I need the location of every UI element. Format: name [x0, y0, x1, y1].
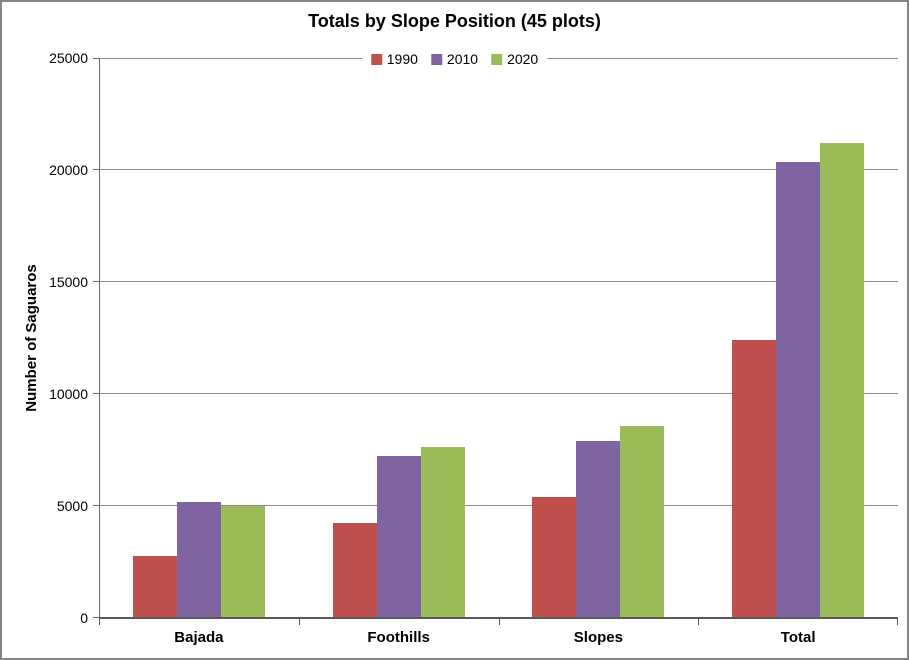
y-tick-mark	[93, 617, 99, 618]
legend-label: 1990	[386, 51, 418, 67]
gridline	[99, 505, 898, 506]
y-tick-mark	[93, 281, 99, 282]
legend-label: 2010	[446, 51, 479, 67]
bar-2010-slopes	[576, 441, 621, 618]
legend-item-2020: 2020	[491, 50, 538, 68]
y-tick-mark	[93, 393, 99, 394]
x-tick-mark	[299, 619, 300, 625]
x-axis-line	[99, 617, 898, 619]
y-tick-label: 10000	[49, 386, 88, 402]
x-category-label-slopes: Slopes	[573, 629, 623, 646]
bar-2020-bajada	[220, 506, 265, 618]
gridline	[99, 393, 898, 394]
bar-2010-total	[776, 162, 821, 618]
legend-swatch-icon	[370, 53, 382, 65]
legend-swatch-icon	[430, 53, 442, 65]
legend-item-2010: 2010	[430, 50, 479, 68]
y-axis-line	[99, 58, 100, 618]
bar-2020-slopes	[620, 426, 665, 618]
x-category-label-foothills: Foothills	[367, 629, 430, 646]
x-category-label-total: Total	[780, 629, 816, 646]
bar-1990-foothills	[332, 522, 377, 618]
y-tick-label: 5000	[56, 498, 88, 514]
y-tick-label: 25000	[49, 50, 88, 66]
legend-item-1990: 1990	[370, 50, 418, 68]
y-tick-mark	[93, 505, 99, 506]
bar-1990-bajada	[132, 556, 177, 618]
gridline	[99, 281, 898, 282]
y-tick-mark	[93, 58, 99, 59]
bar-1990-total	[732, 340, 777, 618]
y-tick-label: 15000	[49, 274, 88, 290]
x-category-label-bajada: Bajada	[174, 629, 224, 646]
x-tick-mark	[99, 619, 100, 625]
chart-title: Totals by Slope Position (45 plots)	[308, 11, 601, 31]
legend: 1990 2010 2020	[361, 50, 548, 68]
y-tick-label: 0	[80, 610, 88, 626]
gridline	[99, 169, 898, 170]
bar-2020-foothills	[420, 446, 465, 618]
bar-1990-slopes	[532, 497, 577, 618]
bar-2020-total	[820, 143, 865, 618]
x-tick-mark	[897, 619, 898, 625]
bar-2010-foothills	[376, 455, 421, 618]
bar-2010-bajada	[176, 501, 221, 618]
plot-area	[93, 58, 898, 625]
x-tick-mark	[499, 619, 500, 625]
legend-label: 2020	[507, 51, 539, 67]
y-tick-label: 20000	[49, 162, 88, 178]
y-axis-title: Number of Saguaros	[23, 264, 40, 412]
y-tick-mark	[93, 169, 99, 170]
x-tick-mark	[698, 619, 699, 625]
legend-swatch-icon	[491, 53, 503, 65]
